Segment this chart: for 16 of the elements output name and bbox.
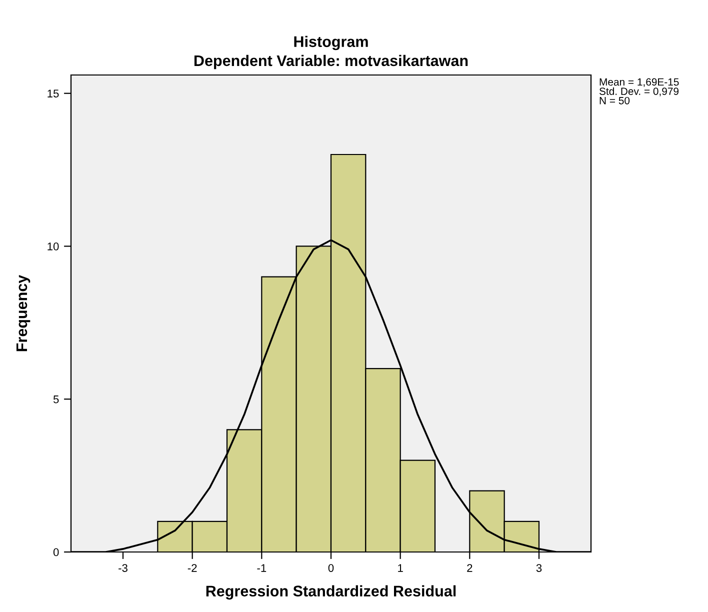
y-axis-title: Frequency <box>16 274 30 352</box>
x-tick-label: -1 <box>257 564 266 572</box>
text: Mean = 1,69E-15 Std. Dev. = 0,979 N = 50 <box>599 78 679 104</box>
y-tick-label: 5 <box>53 395 59 404</box>
x-tick-label: -3 <box>118 564 128 572</box>
y-tick-label: 10 <box>48 242 59 250</box>
chart-subtitle: Dependent Variable: motvasikartawan <box>194 54 468 70</box>
x-tick-label: 2 <box>467 564 472 572</box>
x-axis-title: Regression Standardized Residual <box>206 585 456 600</box>
y-tick-label: 15 <box>48 90 59 98</box>
x-tick-label: 3 <box>536 564 542 572</box>
chart-title: Histogram <box>294 36 368 50</box>
x-tick-label: 0 <box>328 564 334 572</box>
y-tick-label: 0 <box>53 548 59 556</box>
x-tick-label: -2 <box>188 564 197 572</box>
x-tick-label: 1 <box>398 564 403 572</box>
